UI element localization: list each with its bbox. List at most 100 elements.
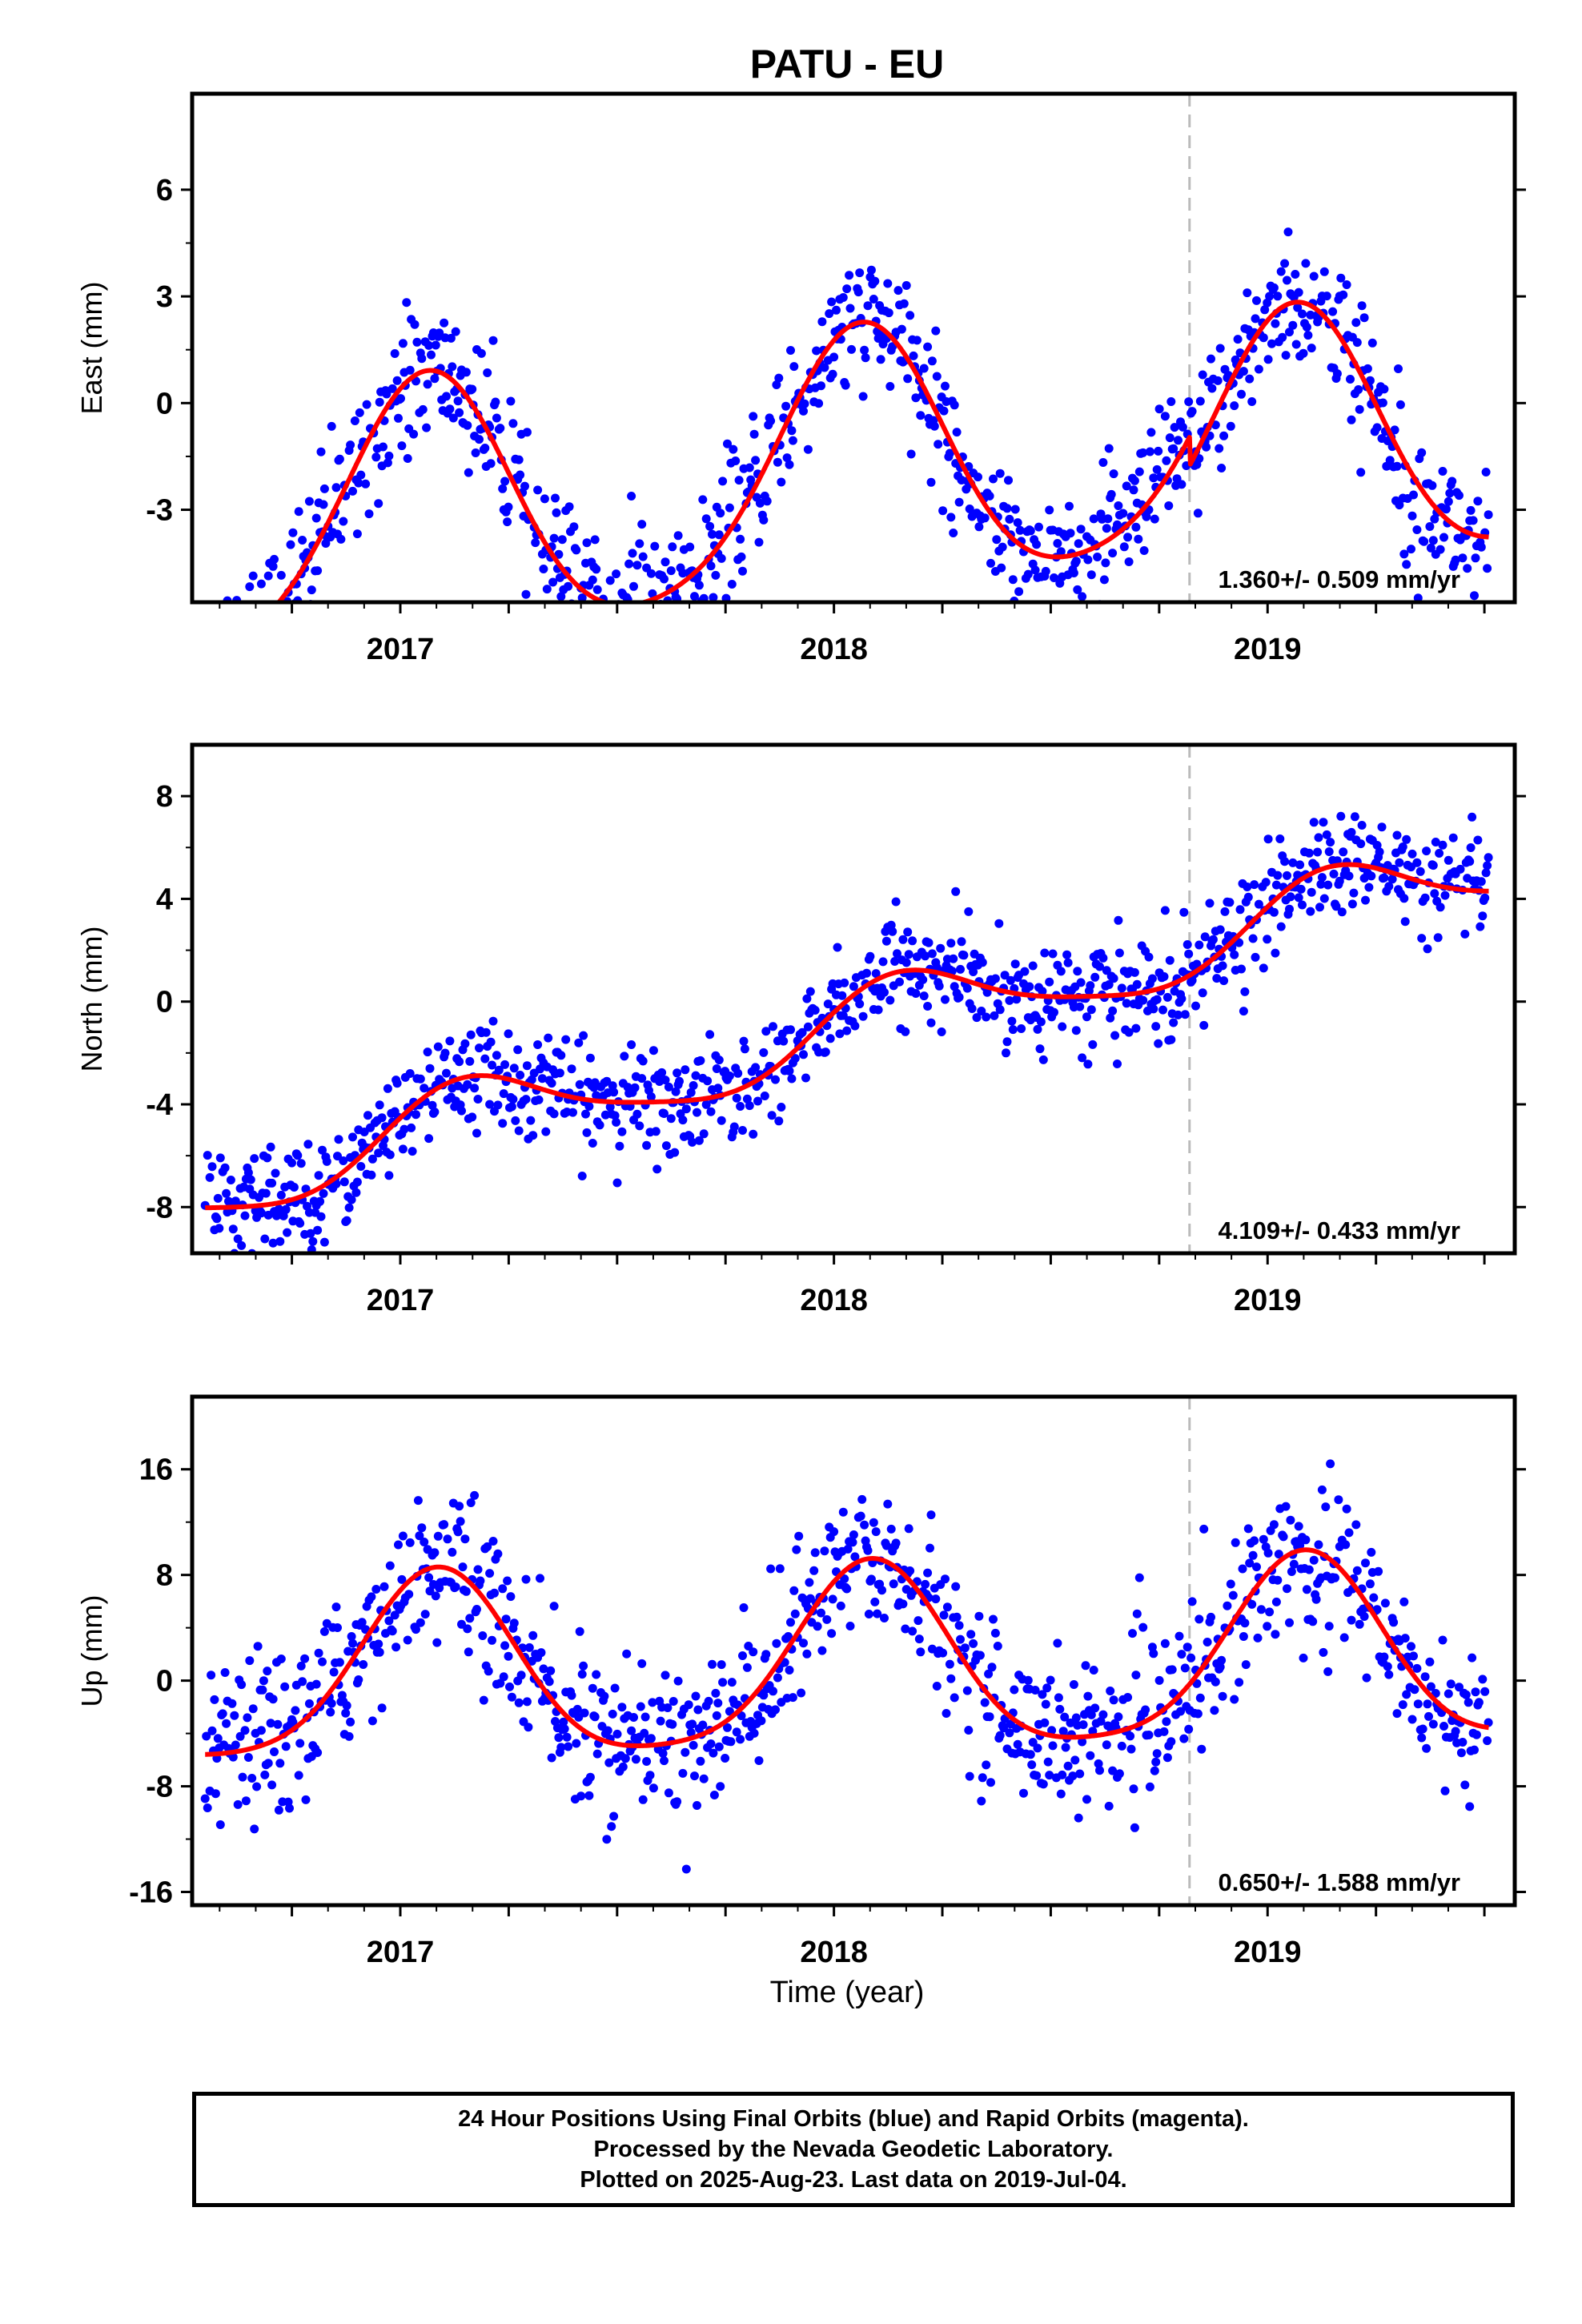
- data-point: [810, 1006, 820, 1015]
- data-point: [1030, 565, 1040, 575]
- data-point: [1038, 607, 1046, 616]
- data-point: [417, 354, 427, 364]
- data-point: [950, 982, 959, 991]
- data-point: [941, 1574, 950, 1584]
- data-point: [1035, 1044, 1045, 1054]
- data-point: [1364, 883, 1374, 892]
- data-point: [561, 1035, 571, 1044]
- data-point: [522, 1061, 532, 1071]
- data-point: [521, 1095, 531, 1104]
- data-point: [296, 1661, 306, 1671]
- data-point: [817, 1608, 825, 1618]
- data-point: [1420, 893, 1430, 903]
- data-point: [1451, 1727, 1460, 1736]
- data-point: [607, 621, 616, 629]
- data-point: [219, 668, 228, 677]
- data-point: [684, 1700, 693, 1710]
- data-point: [1012, 995, 1022, 1004]
- data-point: [677, 668, 686, 677]
- data-point: [331, 483, 341, 493]
- data-point: [272, 607, 281, 616]
- data-point: [230, 725, 239, 734]
- data-point: [1207, 384, 1217, 393]
- data-point: [1129, 485, 1138, 495]
- data-point: [1389, 1618, 1399, 1627]
- data-point: [387, 384, 397, 393]
- data-point: [918, 975, 928, 984]
- data-point: [488, 1016, 498, 1026]
- data-point: [941, 381, 950, 391]
- data-point: [1195, 396, 1205, 406]
- data-point: [1174, 1010, 1182, 1019]
- data-point: [357, 1618, 367, 1627]
- data-point: [711, 1688, 721, 1698]
- data-point: [1395, 400, 1405, 409]
- data-point: [504, 1651, 513, 1661]
- data-point: [965, 505, 974, 513]
- data-point: [207, 632, 215, 641]
- data-point: [1460, 929, 1470, 939]
- data-point: [1304, 848, 1314, 858]
- data-point: [339, 1177, 349, 1187]
- data-point: [384, 1616, 394, 1626]
- data-point: [579, 1661, 588, 1671]
- data-point: [1129, 1784, 1138, 1794]
- data-point: [470, 1084, 480, 1093]
- data-point: [726, 1737, 736, 1747]
- data-point: [954, 497, 964, 507]
- data-point: [1114, 1769, 1124, 1779]
- data-point: [837, 991, 847, 1000]
- data-point: [977, 1796, 986, 1806]
- data-point: [761, 1650, 771, 1659]
- data-point: [585, 1772, 595, 1782]
- y-tick-label: 0: [156, 1665, 173, 1699]
- data-point: [627, 1726, 636, 1735]
- data-point: [609, 1811, 619, 1821]
- x-tick-label: 2018: [800, 633, 868, 666]
- data-point: [1265, 1607, 1275, 1617]
- data-point: [823, 999, 833, 1009]
- data-point: [1010, 959, 1020, 969]
- data-point: [1254, 899, 1263, 909]
- data-point: [739, 1036, 749, 1046]
- data-point: [1317, 873, 1327, 883]
- data-point: [690, 1771, 699, 1781]
- data-point: [470, 1490, 480, 1500]
- data-point: [505, 1682, 514, 1691]
- data-point: [838, 293, 848, 302]
- data-point: [688, 1719, 697, 1729]
- data-point: [215, 1224, 224, 1233]
- data-point: [375, 1647, 384, 1657]
- data-point: [1162, 1753, 1172, 1763]
- data-point: [1351, 318, 1361, 328]
- data-point: [699, 1129, 709, 1139]
- data-point: [993, 1642, 1002, 1651]
- data-point: [1215, 444, 1224, 453]
- data-point: [1241, 1660, 1251, 1670]
- data-point: [531, 538, 540, 548]
- data-point: [642, 1757, 652, 1766]
- data-point: [483, 368, 492, 377]
- data-point: [946, 1674, 956, 1683]
- data-point: [568, 1108, 577, 1117]
- data-point: [1210, 1706, 1219, 1715]
- data-point: [464, 1647, 473, 1657]
- data-point: [621, 651, 630, 660]
- data-point: [708, 1659, 717, 1669]
- data-point: [222, 680, 231, 689]
- data-point: [271, 1168, 280, 1178]
- data-point: [1259, 963, 1268, 973]
- data-point: [745, 1101, 754, 1111]
- data-point: [864, 1610, 873, 1618]
- data-point: [478, 1631, 488, 1640]
- data-point: [857, 1494, 867, 1504]
- data-point: [240, 1726, 250, 1735]
- data-point: [460, 1039, 470, 1048]
- data-point: [1167, 1665, 1177, 1675]
- data-point: [1239, 367, 1248, 376]
- data-point: [1056, 967, 1066, 976]
- data-point: [960, 1643, 970, 1653]
- data-point: [688, 1137, 697, 1147]
- data-point: [1347, 415, 1356, 424]
- data-point: [668, 1719, 677, 1729]
